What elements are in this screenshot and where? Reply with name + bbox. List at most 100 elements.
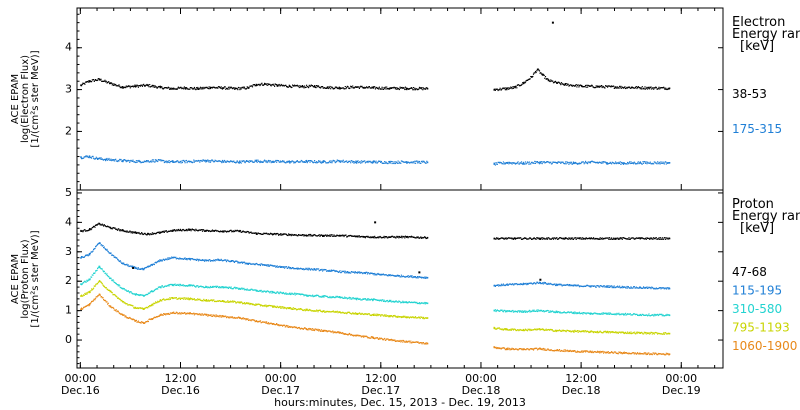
data-point [544, 77, 546, 79]
data-point [641, 287, 643, 289]
data-point [142, 268, 145, 271]
data-point [415, 277, 417, 279]
data-point [93, 225, 95, 227]
data-point [113, 281, 115, 283]
data-point [108, 276, 110, 278]
data-point [114, 84, 116, 86]
data-point [549, 329, 551, 331]
data-point [224, 160, 226, 162]
data-point [645, 314, 647, 316]
data-point [187, 160, 189, 162]
data-point [111, 84, 113, 86]
data-point [618, 286, 620, 288]
data-point [103, 80, 105, 82]
data-point [172, 160, 174, 162]
data-point [117, 297, 119, 299]
data-point [308, 308, 310, 311]
data-point [280, 307, 282, 309]
data-point [251, 232, 254, 234]
data-point [259, 161, 261, 164]
data-point [221, 259, 223, 261]
data-point [374, 272, 376, 275]
data-point [308, 309, 310, 312]
data-point [639, 313, 642, 316]
data-point [511, 283, 513, 285]
data-point [282, 233, 284, 236]
data-point [217, 258, 219, 260]
data-point [553, 161, 555, 163]
data-point [606, 237, 608, 239]
data-point [522, 310, 525, 313]
data-point [658, 86, 660, 88]
data-point [629, 313, 631, 315]
data-point [500, 237, 502, 239]
data-point [222, 230, 224, 232]
data-point [292, 84, 294, 86]
data-point [498, 238, 500, 240]
data-point [179, 230, 181, 232]
data-point [235, 161, 238, 163]
data-point [129, 230, 131, 232]
data-point [418, 302, 420, 305]
proton-y-axis-label-0: ACE EPAM [10, 254, 21, 304]
data-point [391, 87, 393, 89]
data-point [119, 260, 121, 263]
data-point [572, 162, 575, 164]
data-point [167, 87, 169, 89]
data-point [615, 86, 617, 88]
data-point [95, 245, 97, 247]
data-point [285, 292, 287, 294]
data-point [364, 272, 366, 274]
data-point [184, 87, 187, 89]
data-point [376, 299, 378, 301]
data-point [515, 85, 517, 87]
data-point [135, 160, 137, 162]
data-point [353, 235, 355, 237]
data-point [297, 235, 299, 237]
data-point [130, 304, 132, 306]
data-point [127, 265, 129, 267]
data-point [668, 287, 671, 290]
data-point [502, 283, 504, 285]
data-point [356, 272, 358, 274]
data-point [127, 159, 129, 161]
data-point [531, 161, 533, 163]
data-point [332, 88, 334, 90]
electron-y-tick-label: 2 [65, 124, 72, 137]
data-point [352, 297, 354, 299]
data-point [551, 329, 553, 331]
data-point [318, 296, 320, 298]
data-point [365, 271, 367, 273]
data-point [617, 332, 619, 334]
data-point [372, 300, 374, 302]
data-point [241, 262, 244, 264]
data-point [85, 230, 87, 232]
data-point [370, 272, 372, 274]
data-point [229, 286, 231, 288]
data-point [262, 161, 264, 163]
data-point [417, 160, 419, 162]
data-point [380, 314, 382, 316]
data-point [225, 301, 228, 303]
data-point [82, 295, 84, 297]
data-point [103, 224, 105, 226]
data-point [127, 264, 129, 266]
data-point [521, 238, 523, 240]
data-point [573, 85, 575, 87]
data-point [329, 234, 331, 236]
data-point [614, 287, 616, 289]
data-point [320, 161, 322, 163]
data-point [284, 293, 286, 295]
data-point [302, 234, 304, 236]
data-point [550, 79, 552, 81]
data-point [565, 284, 567, 286]
data-point [270, 290, 272, 292]
data-point [93, 285, 95, 287]
data-point [654, 87, 656, 89]
data-point [614, 162, 616, 164]
data-point [513, 162, 515, 164]
data-point [588, 161, 590, 163]
data-point [527, 328, 529, 330]
data-point [167, 298, 169, 300]
data-point [293, 234, 295, 236]
